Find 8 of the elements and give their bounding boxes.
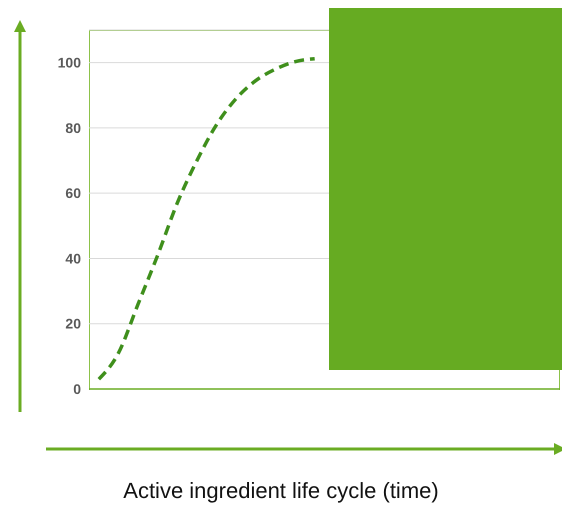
x-axis-title: Active ingredient life cycle (time) xyxy=(122,478,440,504)
y-tick-label: 80 xyxy=(65,120,82,136)
y-tick-label: 0 xyxy=(73,380,82,397)
y-tick-label: 60 xyxy=(65,185,82,202)
y-tick-label: 100 xyxy=(58,54,82,71)
line-series xyxy=(97,56,316,381)
y-tick-label: 20 xyxy=(65,316,82,332)
y-tick-label: 40 xyxy=(65,250,82,266)
